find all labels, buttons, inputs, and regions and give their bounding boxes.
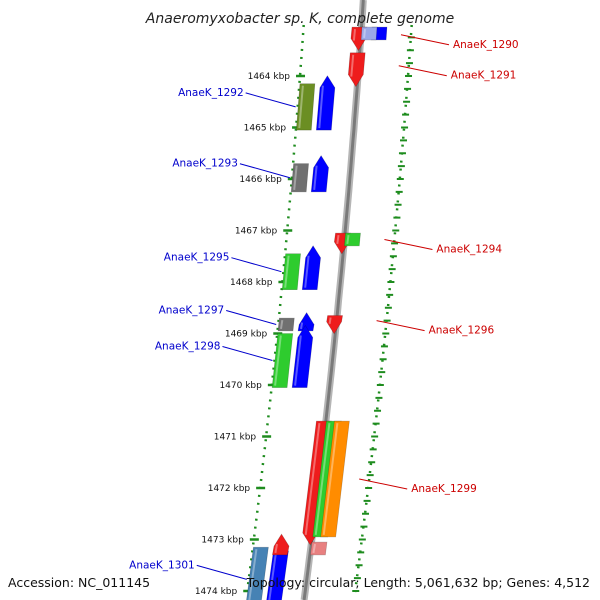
feature-fwd-gene [343, 232, 361, 247]
left-guide [245, 24, 305, 596]
gene-bar-reverse [281, 253, 301, 291]
gene-bar-reverse [277, 317, 295, 332]
tick-label: 1472 kbp [208, 484, 251, 494]
leader-line [359, 478, 408, 490]
leader-line [376, 320, 425, 332]
feature-shine [352, 29, 356, 41]
gene-bar-reverse [271, 333, 294, 388]
tick-label: 1465 kbp [244, 124, 287, 134]
tick-label: 1470 kbp [219, 381, 262, 391]
dotted-guides [245, 24, 415, 596]
feature-shine [346, 234, 350, 245]
feature-rev-cds [291, 324, 314, 388]
feature-rev-cds [272, 533, 290, 556]
tick-label: 1466 kbp [239, 175, 282, 185]
feature-rev-cds [310, 155, 329, 193]
feature-shine [328, 317, 332, 324]
leader-line [400, 34, 450, 46]
gene-bar-reverse [290, 163, 309, 193]
feature-shine [274, 543, 278, 554]
feature-shine [304, 422, 321, 536]
feature-shine [350, 54, 355, 77]
gene-label-anaek_1293: AnaeK_1293 [172, 158, 238, 170]
leader-line [231, 257, 282, 273]
gene-label-anaek_1294: AnaeK_1294 [436, 244, 502, 256]
feature-shine [314, 422, 331, 536]
feature-shine [312, 543, 316, 554]
gene-bar-reverse [246, 546, 269, 600]
feature-shine [304, 255, 310, 288]
gene-label-anaek_1301: AnaeK_1301 [129, 559, 195, 571]
leader-line [384, 239, 433, 251]
feature-fwd-cds2 [320, 420, 350, 538]
feature-rev-cds [301, 245, 321, 291]
leader-line [222, 346, 273, 362]
cds-arrow-forward [347, 52, 366, 88]
feature-shine [294, 335, 302, 386]
tick-label: 1467 kbp [235, 227, 278, 237]
gene-label-anaek_1298: AnaeK_1298 [155, 341, 221, 353]
genome-summary-text: Topology: circular; Length: 5,061,632 bp… [246, 575, 590, 590]
leader-line [196, 564, 247, 580]
leader-line [239, 163, 291, 179]
gene-label-anaek_1299: AnaeK_1299 [411, 483, 477, 495]
leader-line [226, 310, 277, 325]
gene-label-anaek_1296: AnaeK_1296 [429, 325, 495, 337]
gene-label-anaek_1291: AnaeK_1291 [451, 70, 517, 82]
feature-shine [274, 335, 282, 386]
feature-fwd-gene [310, 541, 328, 556]
feature-shine [298, 85, 304, 129]
tick-label: 1473 kbp [201, 536, 244, 546]
cds-arrow-forward [326, 315, 343, 335]
accession-text: Accession: NC_011145 [8, 575, 150, 590]
gene-label-anaek_1297: AnaeK_1297 [159, 304, 225, 316]
tick-label: 1468 kbp [230, 278, 273, 288]
feature-rev-cds [297, 312, 315, 332]
tick-label: 1464 kbp [248, 72, 291, 82]
tick-label: 1474 kbp [195, 587, 238, 597]
gene-label-anaek_1290: AnaeK_1290 [453, 39, 519, 51]
map-title: Anaeromyxobacter sp. K, complete genome [145, 11, 454, 27]
feature-shine [318, 85, 324, 129]
gene-label-anaek_1292: AnaeK_1292 [178, 87, 244, 99]
feature-shine [336, 234, 340, 245]
tick-label: 1471 kbp [214, 433, 257, 443]
feature-shine [300, 322, 304, 330]
right-guide [353, 24, 413, 596]
leader-line [398, 65, 447, 77]
feature-shine [293, 165, 298, 190]
feature-fwd-gene [360, 26, 378, 41]
feature-shine [280, 319, 284, 330]
gene-features [246, 26, 388, 600]
leader-line [245, 92, 296, 108]
feature-shine [322, 422, 339, 536]
feature-shine [284, 255, 290, 288]
feature-shine [363, 28, 366, 39]
feature-rev-cds [315, 75, 336, 131]
tick-label: 1469 kbp [225, 330, 268, 340]
gene-bar-reverse [295, 83, 316, 131]
gene-label-anaek_1295: AnaeK_1295 [164, 252, 230, 264]
feature-shine [313, 165, 318, 190]
gene-labels: AnaeK_1292 AnaeK_1293 AnaeK_1295 AnaeK_1297… [129, 34, 519, 580]
